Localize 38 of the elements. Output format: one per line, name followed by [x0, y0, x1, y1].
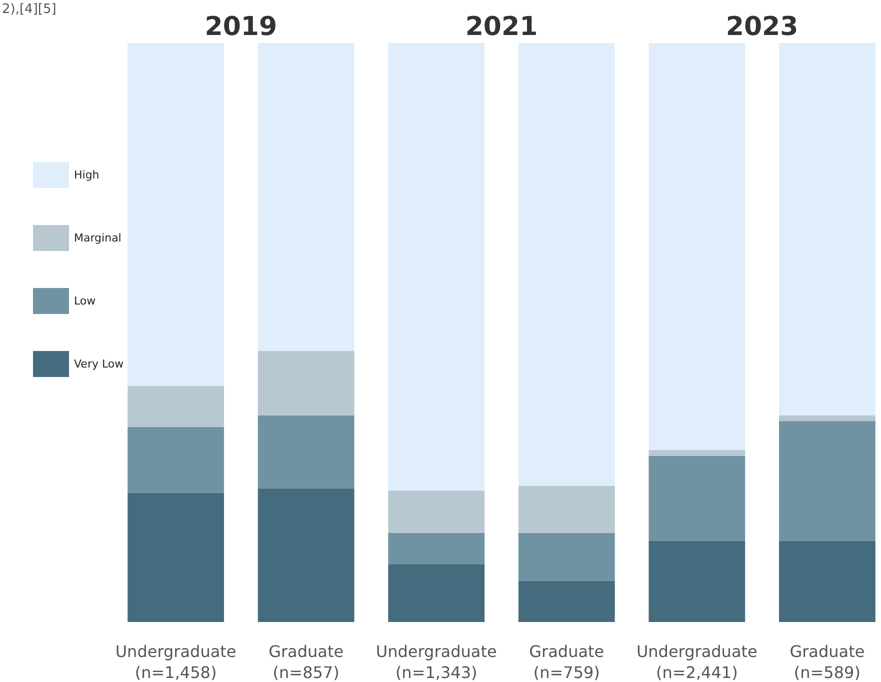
x-tick-label: Graduate (n=857) — [268, 642, 344, 682]
bar — [518, 486, 615, 533]
bar — [388, 532, 485, 564]
bar — [518, 532, 615, 581]
bar — [128, 386, 224, 427]
text: 2021 — [465, 12, 538, 42]
bar — [128, 43, 224, 386]
bar — [128, 426, 224, 493]
text: 2),[4][5] — [2, 2, 56, 17]
bar — [388, 43, 485, 491]
bar — [778, 540, 876, 622]
bar — [648, 540, 746, 622]
legend-label: High — [74, 168, 100, 182]
x-tick-label: Undergraduate (n=1,458) — [115, 642, 236, 682]
bar — [128, 492, 224, 622]
bar — [518, 580, 615, 622]
bar — [258, 43, 354, 352]
legend-label: Low — [74, 294, 96, 308]
bar — [388, 490, 485, 533]
x-tick-label: Graduate (n=589) — [790, 642, 865, 682]
bar — [388, 564, 485, 622]
legend-label: Very Low — [74, 358, 124, 370]
bar — [778, 421, 876, 541]
bar — [518, 43, 615, 486]
bar — [258, 415, 354, 488]
bar — [778, 415, 876, 422]
bar — [648, 456, 746, 541]
legend-label: Marginal — [74, 232, 122, 244]
bar — [258, 351, 354, 416]
x-tick-label: Undergraduate (n=1,343) — [376, 642, 497, 682]
bar — [648, 450, 746, 456]
bar — [778, 43, 876, 416]
bar — [258, 488, 354, 622]
text: 2019 — [204, 12, 278, 42]
bar — [648, 43, 746, 450]
x-tick-label: Graduate (n=759) — [529, 642, 604, 682]
x-tick-label: Undergraduate (n=2,441) — [636, 642, 758, 682]
text: 2023 — [726, 12, 798, 42]
